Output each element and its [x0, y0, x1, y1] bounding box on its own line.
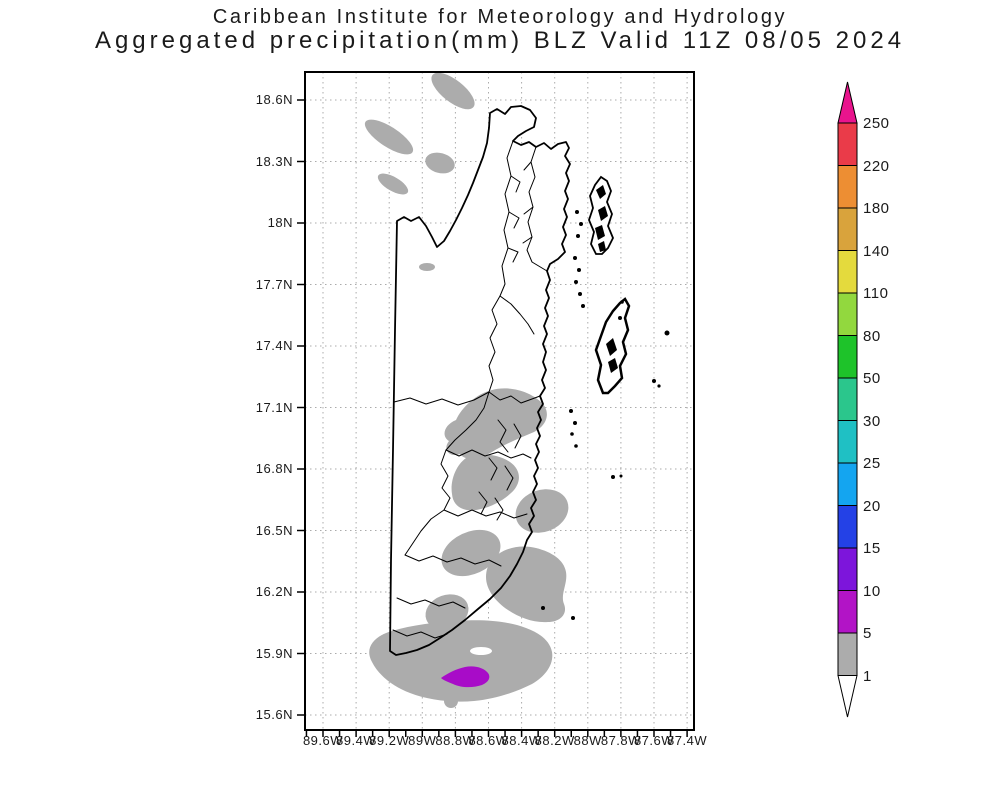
precip-area: [431, 72, 475, 110]
precip-area: [441, 529, 501, 577]
colorbar-arrow-bottom: [837, 675, 858, 718]
precip-area: [444, 694, 458, 708]
precip-area: [451, 454, 519, 511]
colorbar-segment: [837, 377, 858, 421]
colorbar-segment: [837, 250, 858, 294]
gridlines: [297, 72, 694, 737]
colorbar-label: 5: [863, 625, 872, 642]
x-axis-label: 89.2W: [369, 733, 410, 748]
colorbar-label: 250: [863, 115, 890, 132]
x-axis-label: 89.4W: [336, 733, 377, 748]
precip-area: [444, 388, 547, 459]
x-axis-label: 89.6W: [302, 733, 344, 748]
colorbar-segment: [837, 122, 858, 166]
small-cayes: [541, 210, 670, 620]
colorbar-segment: [837, 505, 858, 549]
colorbar-label: 80: [863, 327, 881, 345]
chart-title-line1: Caribbean Institute for Meteorology and …: [212, 6, 788, 28]
map-frame: [304, 71, 695, 731]
colorbar-segment: [837, 462, 858, 506]
x-axis-label: 89W: [408, 733, 437, 748]
precip-area: [425, 152, 455, 174]
precip-area: [364, 119, 414, 155]
precip-5-10mm-layer: [441, 666, 490, 688]
precip-hole: [470, 647, 492, 655]
precip-area: [369, 620, 553, 702]
y-axis-label: 15.9N: [255, 645, 293, 661]
x-axis-label: 87.8W: [600, 733, 641, 748]
colorbar-segment: [837, 292, 858, 336]
precip-area: [486, 546, 567, 623]
y-axis-label: 16.5N: [255, 522, 293, 538]
x-axis-label: 87.6W: [633, 733, 675, 748]
colorbar-segment: [837, 165, 858, 209]
y-axis-label: 16.2N: [255, 584, 293, 599]
colorbar: [837, 81, 858, 718]
x-axis-label: 88.6W: [468, 733, 509, 748]
cayes-layer: [541, 175, 670, 620]
turneffe-detail: [606, 300, 624, 373]
colorbar-label: 180: [863, 200, 890, 217]
y-axis-label: 16.8N: [255, 461, 293, 476]
precip-area: [425, 594, 469, 630]
colorbar-segment: [837, 590, 858, 634]
colorbar-segment: [837, 335, 858, 379]
y-axis-label: 17.4N: [255, 338, 293, 353]
colorbar-label: 1: [863, 667, 872, 685]
chart-title-line2: Aggregated precipitation(mm) BLZ Valid 1…: [94, 27, 906, 54]
watershed-boundaries: [392, 140, 548, 639]
colorbar-label: 220: [863, 157, 890, 175]
colorbar-segment: [837, 207, 858, 251]
x-axis-label: 88.4W: [501, 733, 542, 748]
belize-coastline: [389, 105, 571, 656]
precip-area: [377, 173, 409, 195]
colorbar-arrow-top: [837, 81, 858, 124]
precip-area: [419, 263, 435, 271]
x-axis-label: 87.4W: [667, 733, 708, 748]
colorbar-label: 140: [863, 242, 890, 260]
precip-area: [515, 489, 569, 533]
colorbar-label: 10: [863, 582, 881, 600]
colorbar-label: 30: [863, 412, 881, 430]
y-axis-label: 17.7N: [255, 276, 293, 292]
y-axis-label: 15.6N: [255, 707, 293, 722]
precip-area-purple: [441, 666, 490, 688]
precip-1-5mm-layer: [364, 72, 569, 708]
y-axis-label: 18N: [267, 215, 293, 230]
belize-outline-layer: [389, 105, 571, 656]
colorbar-label: 25: [863, 455, 881, 472]
colorbar-segment: [837, 420, 858, 464]
y-axis-label: 17.1N: [255, 399, 293, 415]
x-axis-label: 88.2W: [534, 733, 575, 748]
colorbar-segment: [837, 547, 858, 591]
colorbar-label: 50: [863, 370, 881, 387]
x-axis-label: 88W: [573, 733, 602, 748]
ambergris-detail: [595, 185, 608, 252]
y-axis-label: 18.3N: [255, 153, 293, 169]
colorbar-label: 110: [863, 285, 889, 302]
colorbar-label: 15: [863, 540, 881, 557]
colorbar-label: 20: [863, 497, 881, 515]
x-axis-label: 88.8W: [435, 733, 476, 748]
colorbar-segment: [837, 632, 858, 676]
y-axis-label: 18.6N: [255, 92, 293, 107]
